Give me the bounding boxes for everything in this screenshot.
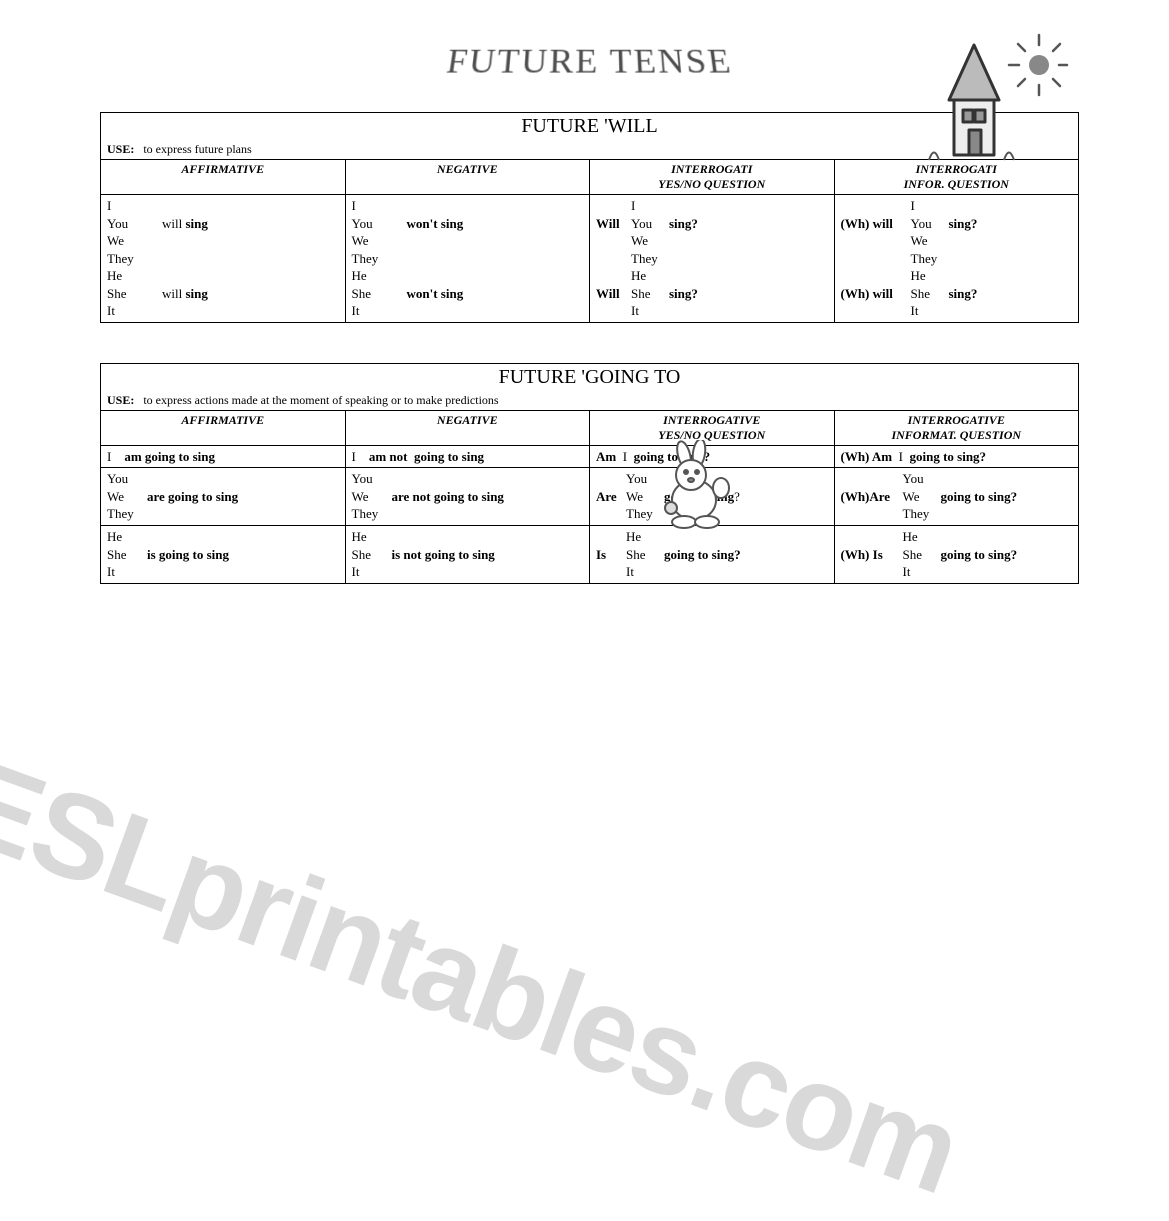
col-head-line: INTERROGATIVE	[663, 413, 760, 427]
col-affirmative: AFFIRMATIVE	[101, 160, 346, 195]
gt-you-neg: YouWeare not going to singThey	[345, 468, 590, 526]
use-text: to express actions made at the moment of…	[143, 393, 498, 407]
col-negative: NEGATIVE	[345, 160, 590, 195]
bunny-icon	[649, 440, 749, 535]
section-goingto-use: USE: to express actions made at the mome…	[101, 391, 1079, 411]
col-negative: NEGATIVE	[345, 410, 590, 445]
gt-he-neg: HeSheis not going to singIt	[345, 526, 590, 584]
col-head-line: INTERROGATI	[671, 162, 752, 176]
use-label: USE:	[107, 393, 134, 407]
gt-you-int2: You(Wh)AreWegoing to sing?They	[834, 468, 1079, 526]
col-head-line: INTERROGATIVE	[908, 413, 1005, 427]
col-interrogative-informat: INTERROGATIVE INFORMAT. QUESTION	[834, 410, 1079, 445]
gt-i-int2: (Wh) Am I going to sing?	[834, 445, 1079, 468]
table-going-to: FUTURE 'GOING TO USE: to express actions…	[100, 363, 1079, 584]
col-head-line: INFORMAT. QUESTION	[891, 428, 1021, 442]
gt-he-int2: He(Wh) IsShegoing to sing?It	[834, 526, 1079, 584]
col-head-line: INFOR. QUESTION	[904, 177, 1009, 191]
gt-he-aff: HeSheis going to singIt	[101, 526, 346, 584]
will-int-infor: I(Wh) willYousing?WeTheyHe(Wh) willShesi…	[834, 195, 1079, 323]
gt-i-neg: I am not going to sing	[345, 445, 590, 468]
use-text: to express future plans	[143, 142, 251, 156]
will-negative: IYouwon't singWeTheyHeShewon't singIt	[345, 195, 590, 323]
col-affirmative: AFFIRMATIVE	[101, 410, 346, 445]
use-label: USE:	[107, 142, 134, 156]
will-affirmative: IYouwill singWeTheyHeShewill singIt	[101, 195, 346, 323]
will-int-yesno: IWillYousing?WeTheyHeWillShesing?It	[590, 195, 835, 323]
col-head-line: YES/NO QUESTION	[658, 177, 765, 191]
col-interrogative-yesno: INTERROGATI YES/NO QUESTION	[590, 160, 835, 195]
house-sun-icon	[919, 30, 1069, 170]
section-goingto-title: FUTURE 'GOING TO	[101, 363, 1079, 391]
gt-you-aff: YouWeare going to singThey	[101, 468, 346, 526]
gt-i-aff: I am going to sing	[101, 445, 346, 468]
watermark-text: ESLprintables.com	[0, 731, 977, 1221]
